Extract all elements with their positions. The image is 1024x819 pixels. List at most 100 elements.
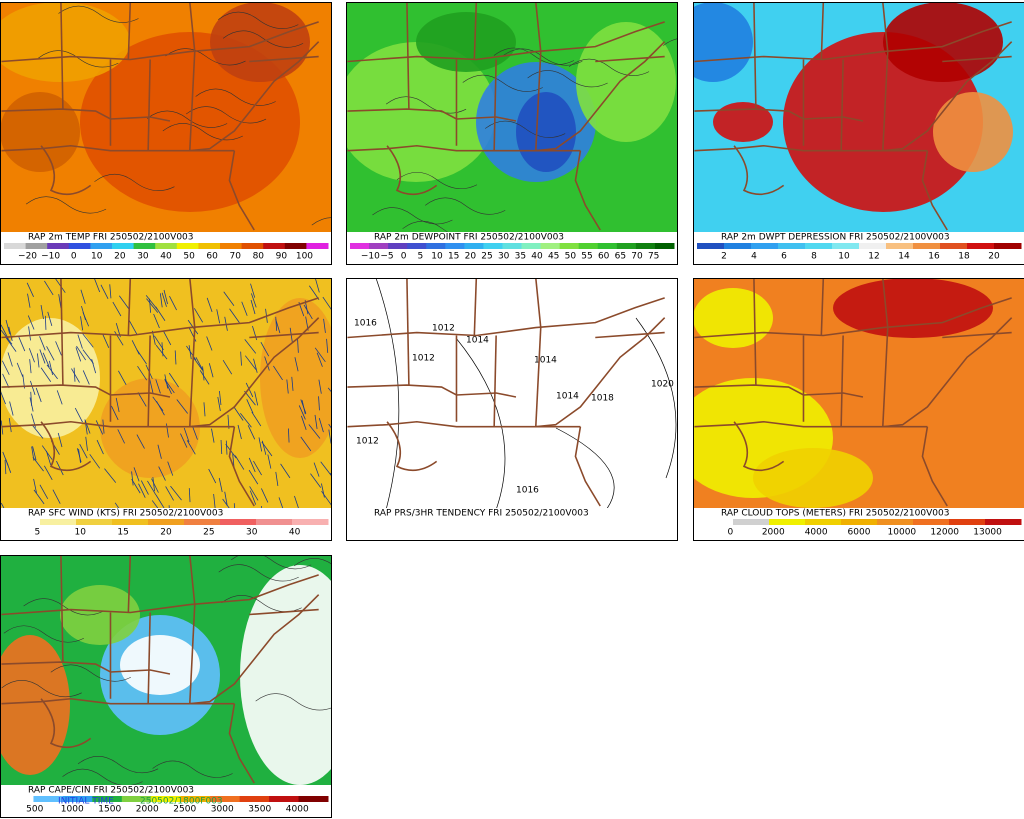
wind-barb xyxy=(119,295,130,310)
wind-barb xyxy=(278,497,284,508)
legend-label: 13000 xyxy=(973,528,1002,538)
wind-barb xyxy=(275,318,281,334)
legend-swatch xyxy=(886,243,914,249)
wind-barb xyxy=(80,289,86,304)
wind-barb xyxy=(146,298,159,313)
wind-barb xyxy=(253,358,258,373)
wind-barb xyxy=(194,308,204,323)
contour-label: 1012 xyxy=(412,354,435,364)
legend-label: 50 xyxy=(183,252,195,262)
legend-label: 12000 xyxy=(930,528,959,538)
wind-barb xyxy=(151,500,159,508)
legend-label: −10 xyxy=(41,252,60,262)
wind-barb xyxy=(222,498,230,508)
wind-barb xyxy=(149,378,154,394)
wind-barb xyxy=(258,437,263,452)
wind-barb xyxy=(300,415,307,430)
initial-stamp: 250502/1800F003 xyxy=(140,797,223,807)
wind-barb xyxy=(44,465,53,481)
wind-barb xyxy=(322,296,332,312)
legend-swatch xyxy=(4,796,34,802)
wind-barb xyxy=(248,457,256,473)
legend-swatch xyxy=(269,796,300,802)
legend-swatch xyxy=(121,796,152,802)
wind-barb xyxy=(131,471,134,486)
wind-barb xyxy=(26,282,34,297)
wind-barb xyxy=(8,326,13,341)
legend-swatch xyxy=(90,243,113,249)
legend-label: 25 xyxy=(481,252,492,262)
wind-barb xyxy=(4,460,7,475)
wind-barb xyxy=(167,461,174,476)
legend-label: 50 xyxy=(565,252,577,262)
map-area xyxy=(0,555,332,785)
map-panel: RAP 2m TEMP FRI 250502/2100V003 −20 −10 0 10… xyxy=(0,2,332,265)
legend-swatch xyxy=(841,519,878,525)
legend-label: 40 xyxy=(531,252,543,262)
wind-barb xyxy=(9,401,14,416)
contour-label: 1014 xyxy=(534,356,557,366)
legend-swatch xyxy=(751,243,779,249)
contour xyxy=(425,197,506,215)
contour xyxy=(162,123,243,141)
legend-label: 30 xyxy=(246,528,258,538)
wind-barb xyxy=(82,370,90,385)
legend-swatch xyxy=(176,243,199,249)
wind-barb xyxy=(170,485,182,501)
wind-barb xyxy=(44,280,54,296)
wind-barb xyxy=(229,308,240,323)
legend-swatch xyxy=(155,243,178,249)
wind-barb xyxy=(27,293,31,308)
legend-label: 1500 xyxy=(98,805,121,815)
wind-barb xyxy=(244,390,256,406)
wind-barb xyxy=(5,458,12,473)
wind-barb xyxy=(288,428,290,443)
legend-swatch xyxy=(697,243,725,249)
legend-swatch xyxy=(298,796,329,802)
map-panel: RAP 2m DWPT DEPRESSION FRI 250502/2100V0… xyxy=(693,2,1024,265)
wind-barb xyxy=(300,436,312,452)
legend-swatch xyxy=(464,243,484,249)
wind-barb xyxy=(321,483,325,498)
wind-barb xyxy=(5,319,11,335)
wind-barb xyxy=(180,433,188,448)
wind-barb xyxy=(163,289,168,305)
legend-swatch xyxy=(521,243,542,249)
map-region xyxy=(883,2,1003,82)
wind-barb xyxy=(188,345,192,360)
wind-barb xyxy=(195,357,204,372)
wind-barb xyxy=(77,334,83,349)
wind-barb xyxy=(183,427,190,443)
map-region xyxy=(753,448,873,508)
contour xyxy=(50,664,131,682)
wind-barb xyxy=(233,503,235,508)
legend-label: 4000 xyxy=(286,805,309,815)
legend-swatch xyxy=(597,243,618,249)
caption-strip xyxy=(347,508,677,518)
wind-barb xyxy=(52,489,61,504)
legend-label: 0 xyxy=(71,252,77,262)
wind-barb xyxy=(315,278,320,293)
wind-barb xyxy=(128,320,138,335)
wind-barb xyxy=(104,468,117,483)
legend-label: 100 xyxy=(296,252,313,262)
wind-barb xyxy=(294,357,299,372)
legend-swatch xyxy=(724,243,752,249)
map-area xyxy=(693,278,1024,508)
map-region xyxy=(0,318,100,438)
map-panel: RAP CLOUD TOPS (METERS) FRI 250502/2100V… xyxy=(693,278,1024,541)
wind-barb xyxy=(320,461,332,476)
isobar xyxy=(555,427,615,508)
panel-caption: RAP CLOUD TOPS (METERS) FRI 250502/2100V… xyxy=(721,509,949,519)
wind-barb xyxy=(39,336,46,351)
wind-barb xyxy=(5,337,17,352)
legend-swatch xyxy=(369,243,389,249)
legend-swatch xyxy=(68,243,91,249)
wind-barb xyxy=(46,450,52,466)
wind-barb xyxy=(118,370,127,386)
wind-barb xyxy=(155,379,161,394)
wind-barb xyxy=(32,456,44,472)
wind-barb xyxy=(117,429,125,444)
wind-barb xyxy=(48,360,53,375)
